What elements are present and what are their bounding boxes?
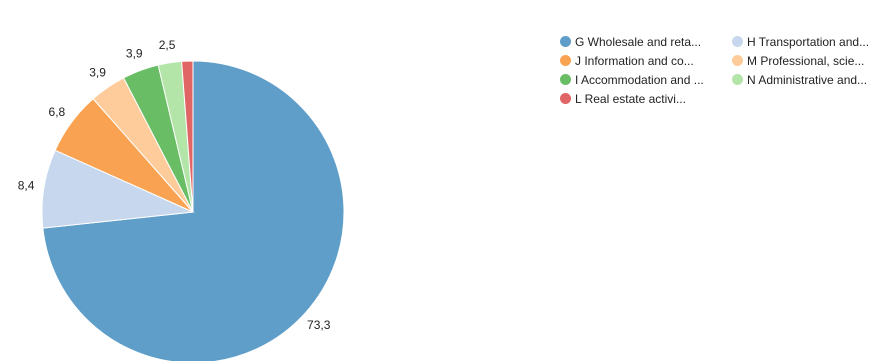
slice-value-label-4: 3,9 — [126, 47, 143, 61]
legend-label: J Information and co... — [575, 53, 694, 68]
legend-swatch-icon — [732, 74, 743, 85]
legend-item-0[interactable]: G Wholesale and reta... — [560, 34, 732, 49]
legend-swatch-icon — [560, 55, 571, 66]
pie-slice-6[interactable] — [181, 60, 194, 213]
legend-swatch-icon — [732, 55, 743, 66]
legend-swatch-icon — [560, 36, 571, 47]
legend-label: M Professional, scie... — [747, 53, 865, 68]
legend-label: G Wholesale and reta... — [575, 34, 702, 49]
legend-label: I Accommodation and ... — [575, 72, 704, 87]
legend-swatch-icon — [732, 36, 743, 47]
legend-swatch-icon — [560, 74, 571, 85]
legend-label: L Real estate activi... — [575, 91, 686, 106]
slice-value-label-2: 6,8 — [49, 105, 66, 119]
legend-item-4[interactable]: I Accommodation and ... — [560, 72, 732, 87]
slice-value-label-5: 2,5 — [159, 38, 176, 52]
legend-item-1[interactable]: H Transportation and... — [732, 34, 872, 49]
legend-item-2[interactable]: J Information and co... — [560, 53, 732, 68]
slice-value-label-1: 8,4 — [18, 179, 35, 193]
slice-value-label-3: 3,9 — [89, 66, 106, 80]
legend-swatch-icon — [560, 93, 571, 104]
slice-value-label-0: 73,3 — [307, 318, 331, 332]
legend-item-5[interactable]: N Administrative and... — [732, 72, 872, 87]
legend-label: N Administrative and... — [747, 72, 868, 87]
legend-label: H Transportation and... — [747, 34, 870, 49]
pie-slices — [41, 60, 345, 361]
legend-item-3[interactable]: M Professional, scie... — [732, 53, 872, 68]
legend-item-6[interactable]: L Real estate activi... — [560, 91, 732, 106]
legend: G Wholesale and reta... H Transportation … — [560, 34, 875, 106]
pie-value-labels: 73,3 8,4 6,8 3,9 3,9 2,5 — [18, 38, 331, 332]
